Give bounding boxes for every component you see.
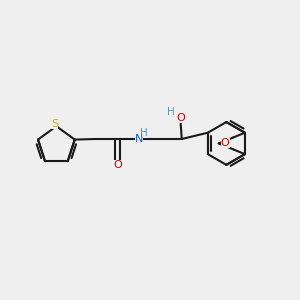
Text: O: O	[221, 138, 230, 148]
Text: O: O	[176, 112, 184, 123]
Text: H: H	[140, 128, 148, 138]
Text: H: H	[167, 107, 175, 117]
Text: O: O	[113, 160, 122, 170]
Text: N: N	[135, 134, 143, 144]
Text: S: S	[51, 119, 58, 129]
